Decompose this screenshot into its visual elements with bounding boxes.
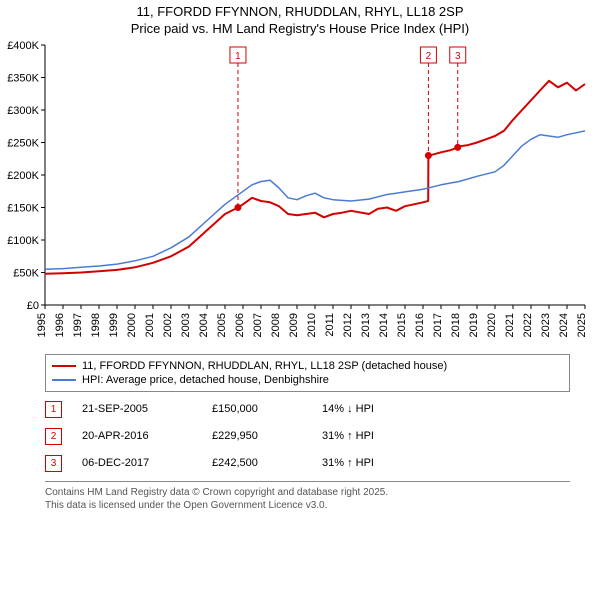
- footer-line1: Contains HM Land Registry data © Crown c…: [45, 486, 570, 499]
- svg-text:2020: 2020: [486, 313, 498, 337]
- svg-text:2: 2: [426, 51, 432, 62]
- sale-marker-box: 3: [45, 455, 62, 472]
- chart-title-line2: Price paid vs. HM Land Registry's House …: [10, 21, 590, 38]
- svg-text:2012: 2012: [342, 313, 354, 337]
- legend-item: HPI: Average price, detached house, Denb…: [52, 373, 563, 387]
- svg-text:2009: 2009: [288, 313, 300, 337]
- sale-delta: 31% ↑ HPI: [322, 457, 412, 469]
- svg-text:2021: 2021: [504, 313, 516, 337]
- svg-text:2022: 2022: [522, 313, 534, 337]
- svg-text:2023: 2023: [540, 313, 552, 337]
- svg-text:2005: 2005: [216, 313, 228, 337]
- svg-text:1999: 1999: [108, 313, 120, 337]
- svg-text:£350K: £350K: [7, 72, 39, 84]
- svg-text:£150K: £150K: [7, 202, 39, 214]
- svg-text:2000: 2000: [126, 313, 138, 337]
- legend: 11, FFORDD FFYNNON, RHUDDLAN, RHYL, LL18…: [45, 354, 570, 392]
- svg-text:2025: 2025: [576, 313, 588, 337]
- svg-text:2015: 2015: [396, 313, 408, 337]
- svg-text:1996: 1996: [54, 313, 66, 337]
- svg-text:3: 3: [455, 51, 461, 62]
- svg-text:2001: 2001: [144, 313, 156, 337]
- sale-price: £229,950: [212, 430, 302, 442]
- sale-date: 06-DEC-2017: [82, 457, 192, 469]
- svg-text:2013: 2013: [360, 313, 372, 337]
- svg-text:£200K: £200K: [7, 170, 39, 182]
- svg-text:£250K: £250K: [7, 137, 39, 149]
- svg-text:1: 1: [235, 51, 241, 62]
- legend-label: HPI: Average price, detached house, Denb…: [82, 374, 329, 386]
- svg-text:£300K: £300K: [7, 105, 39, 117]
- sale-marker-box: 1: [45, 401, 62, 418]
- price-chart: £0 £50K £100K £150K £200K £250K £300K £350K £400…: [0, 40, 600, 350]
- svg-text:1997: 1997: [72, 313, 84, 337]
- sale-delta: 31% ↑ HPI: [322, 430, 412, 442]
- sale-price: £150,000: [212, 403, 302, 415]
- svg-text:£0: £0: [27, 300, 39, 312]
- chart-title-line1: 11, FFORDD FFYNNON, RHUDDLAN, RHYL, LL18…: [10, 4, 590, 21]
- svg-text:2006: 2006: [234, 313, 246, 337]
- footer-attribution: Contains HM Land Registry data © Crown c…: [45, 481, 570, 516]
- svg-text:2024: 2024: [558, 313, 570, 337]
- svg-text:2019: 2019: [468, 313, 480, 337]
- svg-text:2002: 2002: [162, 313, 174, 337]
- footer-line2: This data is licensed under the Open Gov…: [45, 499, 570, 512]
- sales-row: 1 21-SEP-2005 £150,000 14% ↓ HPI: [45, 396, 570, 423]
- svg-text:2014: 2014: [378, 313, 390, 337]
- legend-swatch: [52, 379, 76, 381]
- svg-text:2010: 2010: [306, 313, 318, 337]
- sales-row: 3 06-DEC-2017 £242,500 31% ↑ HPI: [45, 450, 570, 477]
- svg-text:2018: 2018: [450, 313, 462, 337]
- legend-label: 11, FFORDD FFYNNON, RHUDDLAN, RHYL, LL18…: [82, 360, 447, 372]
- sales-row: 2 20-APR-2016 £229,950 31% ↑ HPI: [45, 423, 570, 450]
- svg-text:2004: 2004: [198, 313, 210, 337]
- svg-text:2007: 2007: [252, 313, 264, 337]
- legend-swatch: [52, 365, 76, 367]
- svg-text:1998: 1998: [90, 313, 102, 337]
- svg-text:1995: 1995: [36, 313, 48, 337]
- svg-text:2008: 2008: [270, 313, 282, 337]
- svg-text:2003: 2003: [180, 313, 192, 337]
- sale-date: 21-SEP-2005: [82, 403, 192, 415]
- sale-price: £242,500: [212, 457, 302, 469]
- svg-text:£100K: £100K: [7, 235, 39, 247]
- svg-text:2016: 2016: [414, 313, 426, 337]
- sale-marker-box: 2: [45, 428, 62, 445]
- svg-text:£400K: £400K: [7, 40, 39, 52]
- legend-item: 11, FFORDD FFYNNON, RHUDDLAN, RHYL, LL18…: [52, 359, 563, 373]
- sale-delta: 14% ↓ HPI: [322, 403, 412, 415]
- svg-text:£50K: £50K: [13, 267, 39, 279]
- sale-date: 20-APR-2016: [82, 430, 192, 442]
- svg-text:2011: 2011: [324, 313, 336, 337]
- sales-table: 1 21-SEP-2005 £150,000 14% ↓ HPI 2 20-APR-201…: [45, 396, 570, 477]
- svg-text:2017: 2017: [432, 313, 444, 337]
